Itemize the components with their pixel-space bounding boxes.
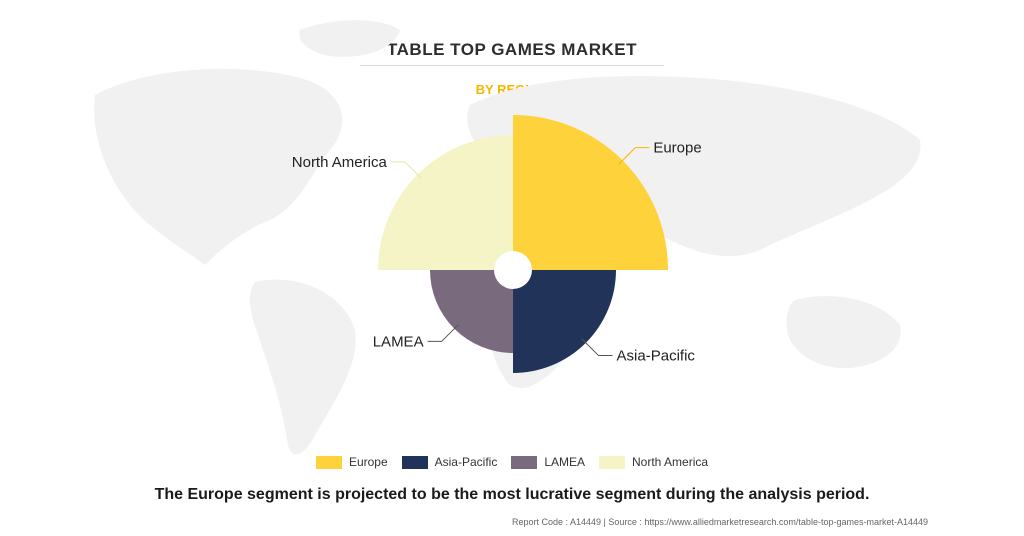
- segment-north-america: [378, 135, 513, 270]
- data-label-lamea: LAMEA: [373, 333, 424, 350]
- legend-swatch-lamea: [511, 455, 538, 469]
- leader-line-north-america: [390, 161, 423, 180]
- leader-lines: Europe Asia-Pacific LAMEA North America: [292, 140, 702, 365]
- legend-item-europe: Europe: [315, 455, 388, 469]
- center-hole: [494, 251, 532, 289]
- segment-lamea: [430, 270, 513, 353]
- rose-segments: [378, 115, 668, 373]
- legend-swatch-asia-pacific: [401, 455, 428, 469]
- legend-item-north-america: North America: [599, 455, 708, 469]
- chart-title: TABLE TOP GAMES MARKET: [387, 40, 637, 59]
- segment-europe: [513, 115, 668, 270]
- leader-line-lamea: [427, 324, 459, 342]
- source-footer: Report Code : A14449 | Source : https://…: [511, 517, 928, 527]
- legend-swatch-north-america: [599, 455, 626, 469]
- data-label-europe: Europe: [653, 140, 701, 157]
- legend-swatch-europe: [315, 455, 342, 469]
- legend-item-asia-pacific: Asia-Pacific: [401, 455, 498, 469]
- leader-line-europe: [618, 147, 650, 165]
- chart-caption: The Europe segment is projected to be th…: [154, 486, 870, 503]
- data-label-asia-pacific: Asia-Pacific: [617, 348, 696, 365]
- segment-asia-pacific: [513, 270, 616, 373]
- title-rule: [360, 65, 664, 66]
- legend-item-lamea: LAMEA: [511, 455, 585, 469]
- legend-label-north-america: North America: [632, 455, 709, 469]
- legend-label-lamea: LAMEA: [544, 455, 586, 469]
- chart-legend: Europe Asia-Pacific LAMEA North America: [0, 455, 1024, 469]
- leader-line-asia-pacific: [581, 338, 613, 357]
- data-label-north-america: North America: [292, 154, 388, 171]
- legend-label-asia-pacific: Asia-Pacific: [434, 455, 498, 469]
- legend-label-europe: Europe: [348, 455, 388, 469]
